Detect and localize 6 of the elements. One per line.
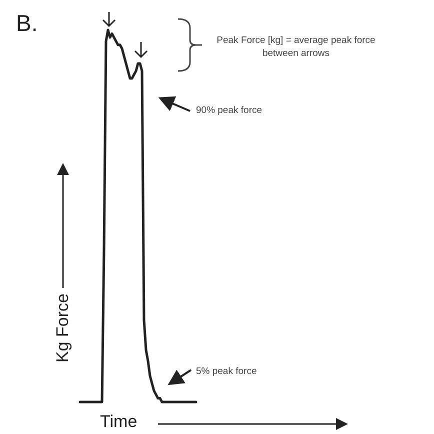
annotation: 5% peak force	[196, 366, 257, 377]
annotation: 90% peak force	[196, 105, 262, 116]
x-axis-title: Time	[100, 412, 138, 432]
y-axis-title: Kg Force	[53, 294, 73, 362]
text: Peak Force [kg] = average peak force between arrows	[216, 34, 376, 60]
chart-title: B.	[16, 10, 38, 37]
